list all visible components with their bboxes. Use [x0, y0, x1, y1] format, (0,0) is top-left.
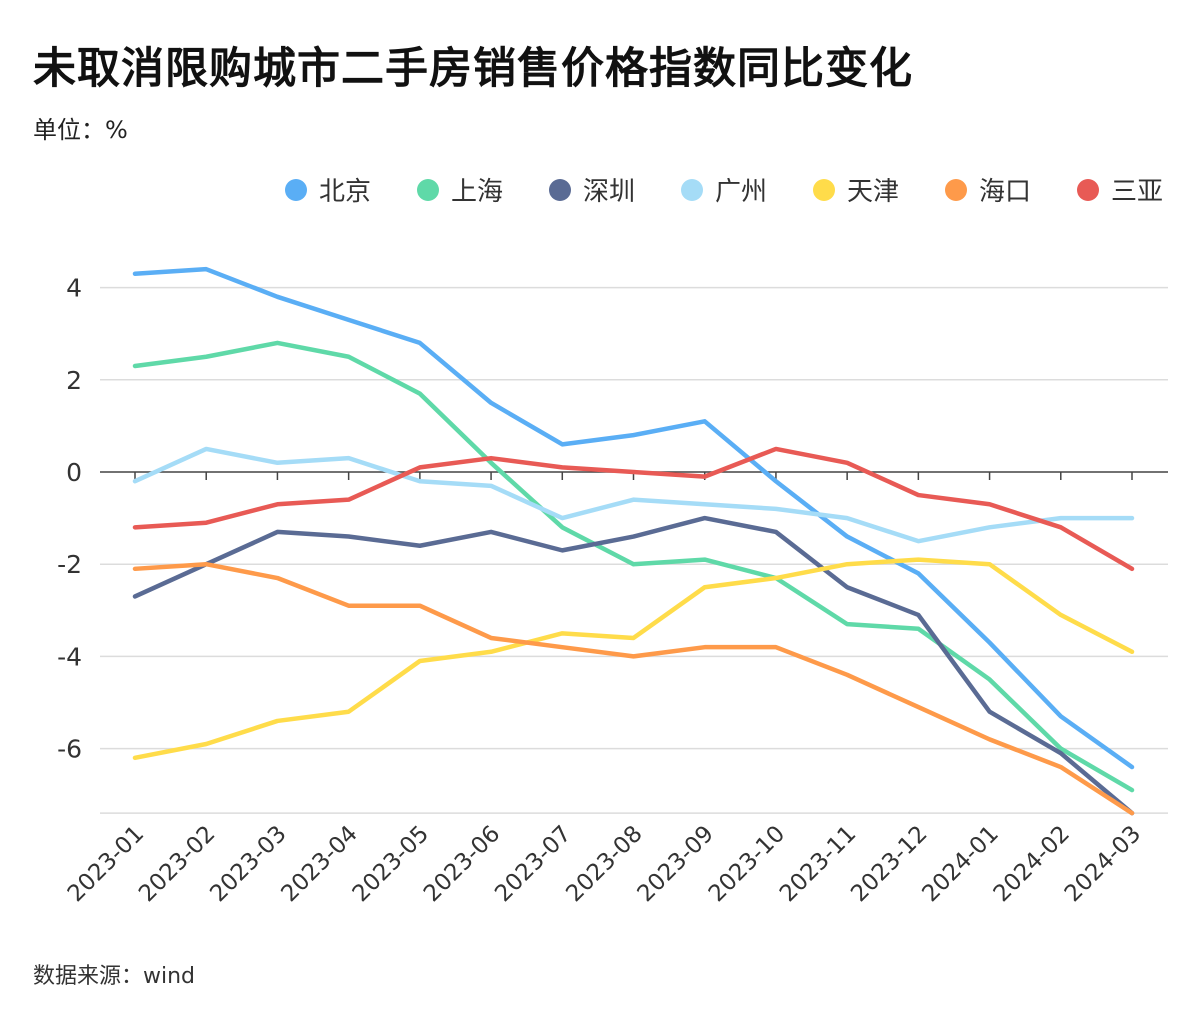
legend-label: 海口 — [979, 177, 1031, 207]
legend-marker — [945, 179, 967, 201]
x-tick-label: 2023-07 — [490, 821, 576, 907]
x-tick-label: 2023-09 — [633, 821, 719, 907]
x-tick-label: 2023-03 — [205, 821, 291, 907]
x-tick-label: 2024-03 — [1060, 821, 1146, 907]
y-tick-label: 4 — [66, 274, 82, 303]
x-tick-label: 2023-04 — [277, 821, 363, 907]
legend-label: 深圳 — [583, 177, 635, 207]
legend-label: 北京 — [319, 177, 371, 207]
x-tick-label: 2023-11 — [775, 821, 861, 907]
y-tick-label: 0 — [66, 458, 82, 487]
y-tick-label: 2 — [66, 366, 82, 395]
y-tick-label: -6 — [57, 735, 82, 764]
y-tick-label: -2 — [57, 550, 82, 579]
chart-title: 未取消限购城市二手房销售价格指数同比变化 — [33, 44, 913, 94]
y-tick-label: -4 — [57, 642, 82, 671]
legend-marker — [813, 179, 835, 201]
series-line-海口 — [132, 561, 1135, 816]
x-tick-label: 2023-08 — [561, 821, 647, 907]
source-note: 数据来源：wind — [33, 964, 196, 989]
series-line-天津 — [132, 557, 1135, 761]
legend-marker — [681, 179, 703, 201]
legend-label: 三亚 — [1111, 177, 1163, 207]
x-tick-label: 2023-01 — [63, 821, 149, 907]
x-tick-label: 2023-12 — [846, 821, 932, 907]
series-line-广州 — [132, 446, 1135, 544]
legend-marker — [417, 179, 439, 201]
series-line-三亚 — [132, 446, 1135, 572]
legend-label: 广州 — [715, 177, 767, 207]
legend-label: 天津 — [847, 177, 899, 207]
x-tick-label: 2023-06 — [419, 821, 505, 907]
legend-marker — [549, 179, 571, 201]
x-tick-label: 2024-01 — [917, 821, 1003, 907]
x-tick-label: 2023-02 — [134, 821, 220, 907]
x-tick-label: 2024-02 — [989, 821, 1075, 907]
series-line-上海 — [132, 340, 1135, 793]
legend-marker — [285, 179, 307, 201]
series-line-深圳 — [132, 515, 1135, 816]
unit-label: 单位：% — [33, 116, 128, 144]
series-line-北京 — [132, 266, 1135, 770]
x-tick-label: 2023-05 — [348, 821, 434, 907]
x-tick-label: 2023-10 — [704, 821, 790, 907]
legend-label: 上海 — [451, 177, 503, 207]
legend-marker — [1077, 179, 1099, 201]
